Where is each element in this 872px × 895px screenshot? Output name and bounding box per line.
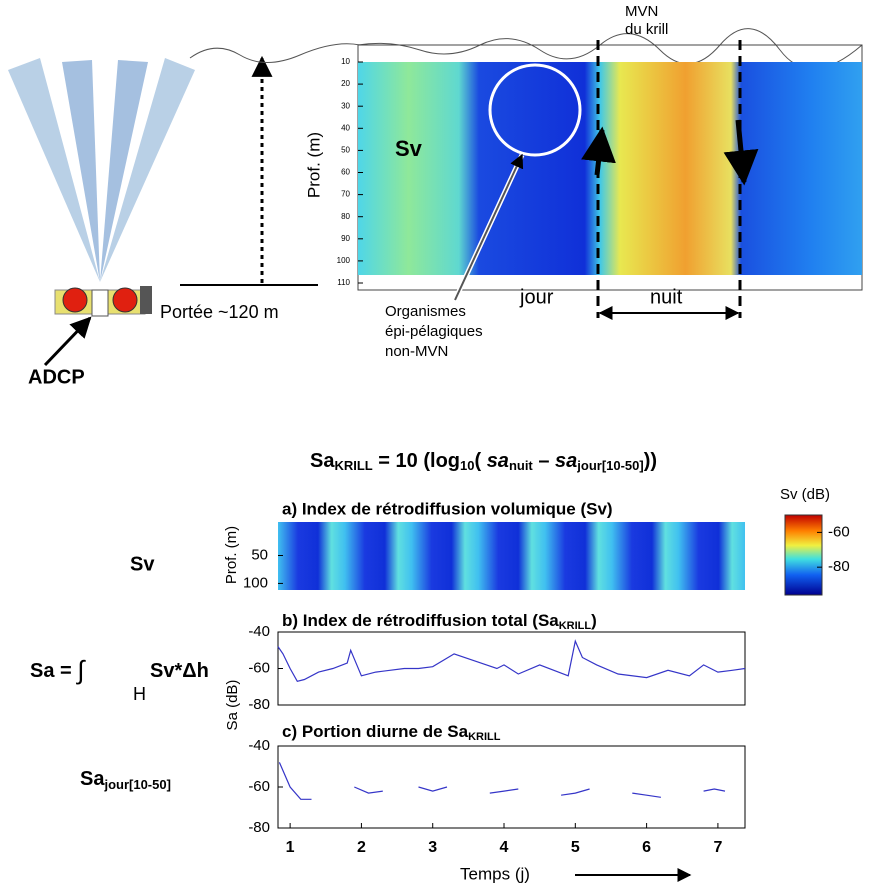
formula-part: sa	[487, 450, 509, 472]
panel-title-part: KRILL	[468, 731, 501, 743]
data-line	[278, 762, 726, 800]
adcp-arrow	[43, 316, 92, 367]
y-tick-label: 30	[341, 101, 350, 110]
surface-waves	[357, 28, 863, 70]
y-tick-label: 110	[337, 278, 350, 287]
left-sa-jour: Sajour[10-50]	[80, 768, 171, 792]
y-tick-label: 80	[341, 212, 350, 221]
plot-frame	[277, 631, 746, 706]
adcp-beams	[8, 58, 195, 282]
formula-part: nuit	[509, 458, 533, 473]
echogram	[358, 62, 862, 275]
y-tick-label: -60	[828, 523, 850, 540]
sv-echogram	[278, 522, 745, 590]
y-axis-label: Prof. (m)	[223, 526, 240, 584]
formula-part: jour[10-50]	[576, 458, 643, 473]
y-tick-label: -80	[248, 696, 270, 713]
data-line	[277, 639, 746, 682]
organisms-label: non-MVN	[385, 343, 448, 360]
y-tick-label: 50	[251, 546, 268, 563]
range-label: Portée ~120 m	[160, 302, 279, 322]
x-tick-label: 5	[571, 839, 580, 856]
organisms-label: épi-pélagiques	[385, 323, 483, 340]
y-tick-label: 90	[341, 234, 350, 243]
left-sa-part: H	[133, 684, 146, 704]
y-tick-label: 100	[337, 256, 351, 265]
colorbar	[784, 514, 823, 596]
y-tick-label: 10	[341, 57, 350, 66]
formula-part: sa	[555, 450, 577, 472]
adcp-device	[54, 286, 152, 317]
panel-title-part: c) Portion diurne de Sa	[282, 722, 469, 741]
y-axis-label: Prof. (m)	[304, 132, 323, 198]
sv-label: Sv	[395, 136, 423, 161]
formula: SaKRILL = 10 (log10( sanuit – sajour[10-…	[310, 450, 657, 473]
y-tick-label: 100	[243, 574, 268, 591]
descent-arrow	[723, 119, 759, 186]
panel-title-part: )	[591, 611, 597, 630]
day-label: jour	[519, 286, 554, 308]
y-tick-label: -80	[248, 819, 270, 836]
left-sa: Sa = ∫ HSv*Δh	[30, 655, 209, 704]
night-label: nuit	[650, 286, 683, 308]
y-tick-label: 40	[341, 123, 350, 132]
adcp-label: ADCP	[28, 366, 85, 388]
left-sa-jour-part: jour[10-50]	[103, 777, 170, 792]
y-tick-label: 60	[341, 168, 350, 177]
formula-part: Sa	[310, 450, 335, 472]
panel-title: b) Index de rétrodiffusion total (SaKRIL…	[282, 611, 597, 631]
formula-part: 10	[460, 458, 474, 473]
x-tick-label: 2	[357, 839, 366, 856]
y-axis-label: Sa (dB)	[224, 680, 241, 731]
x-tick-label: 4	[500, 839, 509, 856]
colorbar-title: Sv (dB)	[780, 486, 830, 503]
y-tick-label: -40	[248, 737, 270, 754]
left-sa-jour-part: Sa	[80, 768, 105, 790]
y-tick-label: -40	[248, 623, 270, 640]
formula-part: (	[474, 450, 486, 472]
left-sa-part: Sv*Δh	[150, 660, 209, 682]
ascent-arrow	[581, 126, 616, 176]
y-tick-label: 70	[341, 190, 350, 199]
left-sa-part: Sa =	[30, 660, 77, 682]
y-tick-label: 20	[341, 79, 350, 88]
left-sa-part: ∫	[75, 655, 86, 685]
left-sv: Sv	[130, 553, 155, 575]
plot-frame	[277, 745, 746, 829]
x-axis-label: Temps (j)	[460, 864, 530, 883]
formula-part: –	[533, 450, 555, 472]
x-tick-label: 3	[428, 839, 437, 856]
organisms-label: Organismes	[385, 303, 466, 320]
x-tick-label: 7	[713, 839, 722, 856]
x-tick-label: 1	[286, 839, 295, 856]
panel-title-part: KRILL	[559, 620, 592, 632]
highlight-circle	[488, 63, 582, 157]
formula-part: ))	[644, 450, 657, 472]
mvn-label: du krill	[625, 21, 668, 38]
panel-title-part: b) Index de rétrodiffusion total (Sa	[282, 611, 559, 630]
formula-part: KRILL	[334, 458, 372, 473]
panel-title: a) Index de rétrodiffusion volumique (Sv…	[282, 499, 613, 518]
mvn-label: MVN	[625, 3, 658, 20]
panel-title: c) Portion diurne de SaKRILL	[282, 722, 501, 742]
y-tick-label: -60	[248, 659, 270, 676]
x-tick-label: 6	[642, 839, 651, 856]
pointer	[454, 153, 524, 301]
y-tick-label: -80	[828, 558, 850, 575]
y-tick-label: -60	[248, 778, 270, 795]
surface	[189, 43, 862, 63]
y-tick-label: 50	[341, 146, 350, 155]
formula-part: = 10 (log	[373, 450, 460, 472]
